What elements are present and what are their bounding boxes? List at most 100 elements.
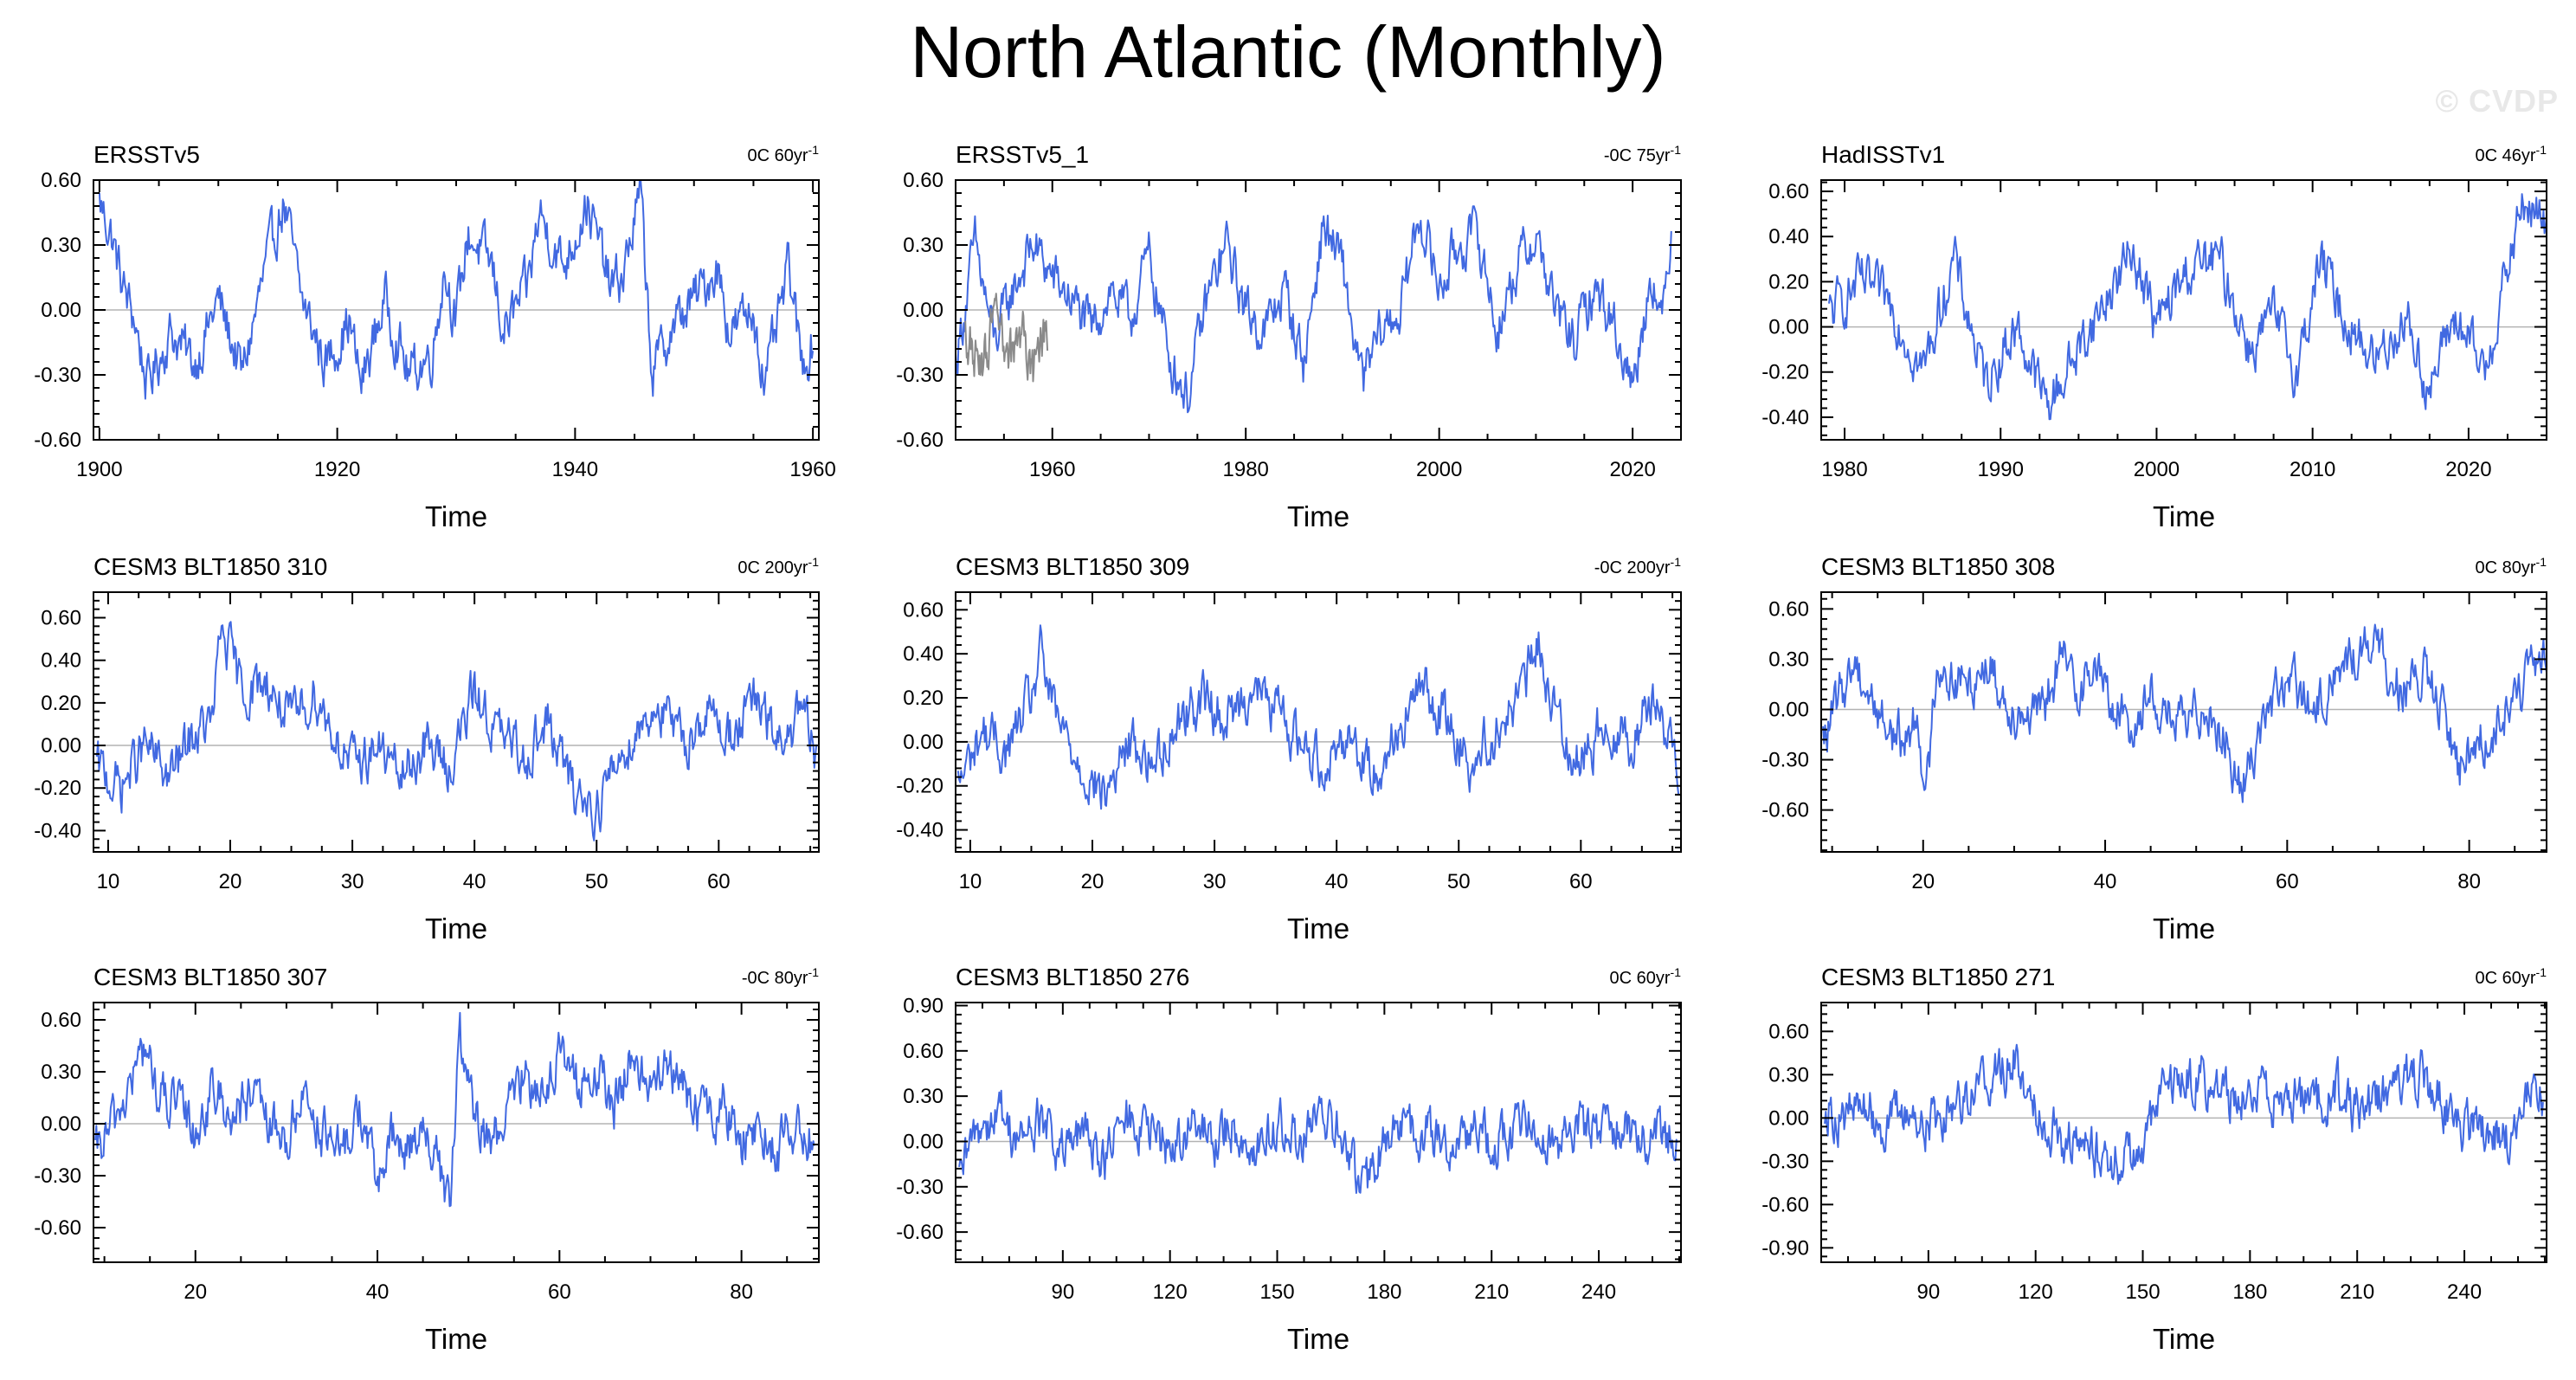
series-line bbox=[956, 624, 1680, 810]
chart-panel: 10 20 30 40 50 60 -0.40 -0.20 0.00 0.20 0.40 0.60 CE… bbox=[896, 553, 1682, 945]
x-tick-label: 80 bbox=[730, 1280, 753, 1304]
x-axis-label: Time bbox=[425, 500, 487, 532]
y-tick-label: 0.00 bbox=[41, 299, 81, 322]
x-axis-label: Time bbox=[425, 1323, 487, 1355]
y-tick-label: -0.60 bbox=[896, 1221, 943, 1244]
y-tick-label: -0.30 bbox=[896, 364, 943, 387]
x-tick-label: 180 bbox=[1367, 1280, 1401, 1304]
y-tick-label: 0.20 bbox=[1768, 270, 1809, 293]
series-line bbox=[1828, 193, 2547, 421]
y-tick-label: -0.30 bbox=[34, 364, 81, 387]
x-tick-label: 30 bbox=[1203, 870, 1227, 893]
x-tick-label: 60 bbox=[1569, 870, 1593, 893]
y-tick-label: 0.00 bbox=[903, 299, 943, 322]
x-tick-label: 90 bbox=[1916, 1280, 1940, 1304]
trend-exponent: -1 bbox=[2536, 965, 2547, 979]
chart-panel: 1960 1980 2000 2020 -0.60 -0.30 0.00 0.30 0.60 ER… bbox=[896, 141, 1682, 532]
x-tick-label: 2010 bbox=[2289, 458, 2335, 481]
chart-panel: 1980 1990 2000 2010 2020 -0.40 -0.20 0.00 0.20 0.… bbox=[1761, 141, 2547, 532]
x-tick-label: 1960 bbox=[789, 458, 835, 481]
y-tick-label: 0.40 bbox=[903, 642, 943, 666]
x-tick-label: 60 bbox=[2276, 870, 2299, 893]
plot-frame bbox=[1820, 591, 2547, 853]
trend-exponent: -1 bbox=[1671, 965, 1682, 979]
y-tick-label: 0.30 bbox=[903, 234, 943, 257]
x-axis-label: Time bbox=[1287, 912, 1349, 945]
x-axis-label: Time bbox=[425, 912, 487, 945]
x-tick-label: 40 bbox=[1325, 870, 1349, 893]
trend-label: 0C 80yr-1 bbox=[2476, 555, 2547, 577]
x-tick-label: 180 bbox=[2232, 1280, 2267, 1304]
chart-panel: 90 120 150 180 210 240 -0.90 -0.60 -0.30 0.00 0.30… bbox=[1761, 964, 2547, 1355]
x-tick-label: 240 bbox=[1581, 1280, 1616, 1304]
trend-label: 0C 46yr-1 bbox=[2476, 143, 2547, 165]
y-tick-label: 0.60 bbox=[1768, 1020, 1809, 1043]
x-tick-label: 30 bbox=[341, 870, 364, 893]
x-tick-label: 40 bbox=[463, 870, 486, 893]
y-tick-label: 0.30 bbox=[1768, 648, 1809, 671]
cvdp-watermark: © CVDP bbox=[2435, 83, 2559, 119]
plot-frame bbox=[93, 591, 820, 853]
trend-exponent: -1 bbox=[2536, 555, 2547, 569]
main-title: North Atlantic (Monthly) bbox=[910, 11, 1666, 93]
series-line bbox=[98, 179, 815, 400]
y-tick-label: 0.00 bbox=[41, 734, 81, 758]
x-tick-label: 10 bbox=[959, 870, 982, 893]
trend-label: -0C 200yr-1 bbox=[1594, 555, 1681, 577]
series-line bbox=[955, 205, 1672, 414]
x-tick-label: 1960 bbox=[1029, 458, 1075, 481]
x-tick-label: 1980 bbox=[1821, 458, 1867, 481]
y-tick-label: -0.60 bbox=[1761, 799, 1809, 822]
y-tick-label: 0.00 bbox=[41, 1112, 81, 1136]
x-tick-label: 2020 bbox=[1609, 458, 1655, 481]
y-tick-label: -0.40 bbox=[1761, 406, 1809, 429]
y-tick-label: -0.60 bbox=[34, 429, 81, 452]
y-tick-label: 0.60 bbox=[41, 169, 81, 192]
panel-title: CESM3 BLT1850 308 bbox=[1821, 553, 2055, 580]
series-line bbox=[958, 1089, 1678, 1194]
x-tick-label: 120 bbox=[1153, 1280, 1188, 1304]
x-tick-label: 80 bbox=[2457, 870, 2481, 893]
x-tick-label: 60 bbox=[548, 1280, 571, 1304]
y-tick-label: -0.20 bbox=[1761, 361, 1809, 384]
y-tick-label: 0.20 bbox=[903, 687, 943, 710]
trend-label: 0C 200yr-1 bbox=[737, 555, 819, 577]
y-tick-label: 0.20 bbox=[41, 692, 81, 715]
y-tick-label: 0.60 bbox=[903, 1040, 943, 1063]
x-tick-label: 20 bbox=[1081, 870, 1104, 893]
y-tick-label: 0.00 bbox=[1768, 1106, 1809, 1130]
x-tick-label: 2000 bbox=[1416, 458, 1462, 481]
x-tick-label: 2000 bbox=[2134, 458, 2180, 481]
y-tick-label: -0.40 bbox=[896, 819, 943, 842]
trend-exponent: -1 bbox=[808, 965, 820, 979]
y-tick-label: -0.40 bbox=[34, 819, 81, 842]
y-tick-label: 0.00 bbox=[1768, 698, 1809, 721]
series-line bbox=[1824, 1043, 2544, 1185]
chart-panel: 90 120 150 180 210 240 -0.60 -0.30 0.00 0.30 0.60 0… bbox=[896, 964, 1682, 1355]
series-line bbox=[94, 1011, 815, 1208]
y-tick-label: 0.30 bbox=[1768, 1063, 1809, 1087]
y-tick-label: 0.90 bbox=[903, 994, 943, 1017]
y-tick-label: -0.90 bbox=[1761, 1236, 1809, 1260]
x-tick-label: 1920 bbox=[314, 458, 360, 481]
y-tick-label: -0.30 bbox=[1761, 749, 1809, 772]
y-tick-label: -0.60 bbox=[1761, 1193, 1809, 1216]
x-tick-label: 50 bbox=[1447, 870, 1471, 893]
y-tick-label: -0.20 bbox=[34, 777, 81, 800]
plot-frame bbox=[93, 1002, 820, 1263]
y-tick-label: 0.60 bbox=[41, 1009, 81, 1032]
y-tick-label: 0.60 bbox=[41, 607, 81, 630]
y-tick-label: 0.60 bbox=[1768, 180, 1809, 203]
panel-title: CESM3 BLT1850 271 bbox=[1821, 964, 2055, 990]
secondary-series-line bbox=[964, 293, 1049, 383]
series-line bbox=[1822, 623, 2547, 803]
x-axis-label: Time bbox=[2153, 912, 2215, 945]
panel-title: ERSSTv5_1 bbox=[956, 141, 1089, 168]
trend-label: -0C 75yr-1 bbox=[1604, 143, 1681, 165]
series-line bbox=[94, 621, 818, 842]
y-tick-label: 0.40 bbox=[1768, 225, 1809, 248]
trend-exponent: -1 bbox=[1671, 555, 1682, 569]
x-tick-label: 50 bbox=[585, 870, 609, 893]
trend-label: 0C 60yr-1 bbox=[1610, 965, 1682, 988]
